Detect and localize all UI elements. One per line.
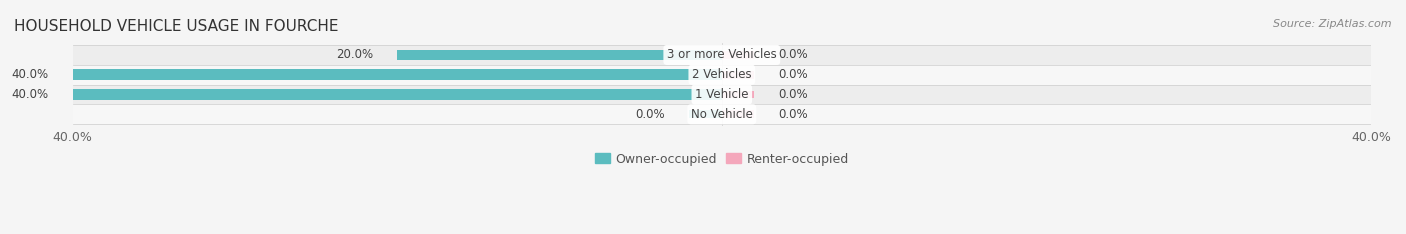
Text: 0.0%: 0.0% [779, 48, 808, 62]
Text: Source: ZipAtlas.com: Source: ZipAtlas.com [1274, 19, 1392, 29]
Legend: Owner-occupied, Renter-occupied: Owner-occupied, Renter-occupied [595, 153, 849, 166]
Bar [73, 45, 1371, 65]
Bar [73, 104, 1371, 124]
Bar [721, 110, 754, 118]
Text: 0.0%: 0.0% [779, 88, 808, 101]
Text: 20.0%: 20.0% [336, 48, 373, 62]
Text: 1 Vehicle: 1 Vehicle [695, 88, 748, 101]
Text: No Vehicle: No Vehicle [690, 108, 752, 121]
Bar [689, 110, 721, 118]
Text: 0.0%: 0.0% [779, 68, 808, 81]
Text: 40.0%: 40.0% [11, 68, 48, 81]
Bar [73, 89, 721, 100]
Text: 0.0%: 0.0% [636, 108, 665, 121]
Bar [721, 71, 754, 79]
Bar [73, 65, 1371, 85]
Text: 2 Vehicles: 2 Vehicles [692, 68, 752, 81]
Text: 0.0%: 0.0% [779, 108, 808, 121]
Text: HOUSEHOLD VEHICLE USAGE IN FOURCHE: HOUSEHOLD VEHICLE USAGE IN FOURCHE [14, 19, 339, 34]
Bar [721, 51, 754, 59]
Text: 40.0%: 40.0% [11, 88, 48, 101]
Text: 3 or more Vehicles: 3 or more Vehicles [666, 48, 776, 62]
Bar [73, 69, 721, 80]
Bar [73, 85, 1371, 104]
Bar [396, 50, 721, 60]
Bar [721, 91, 754, 98]
